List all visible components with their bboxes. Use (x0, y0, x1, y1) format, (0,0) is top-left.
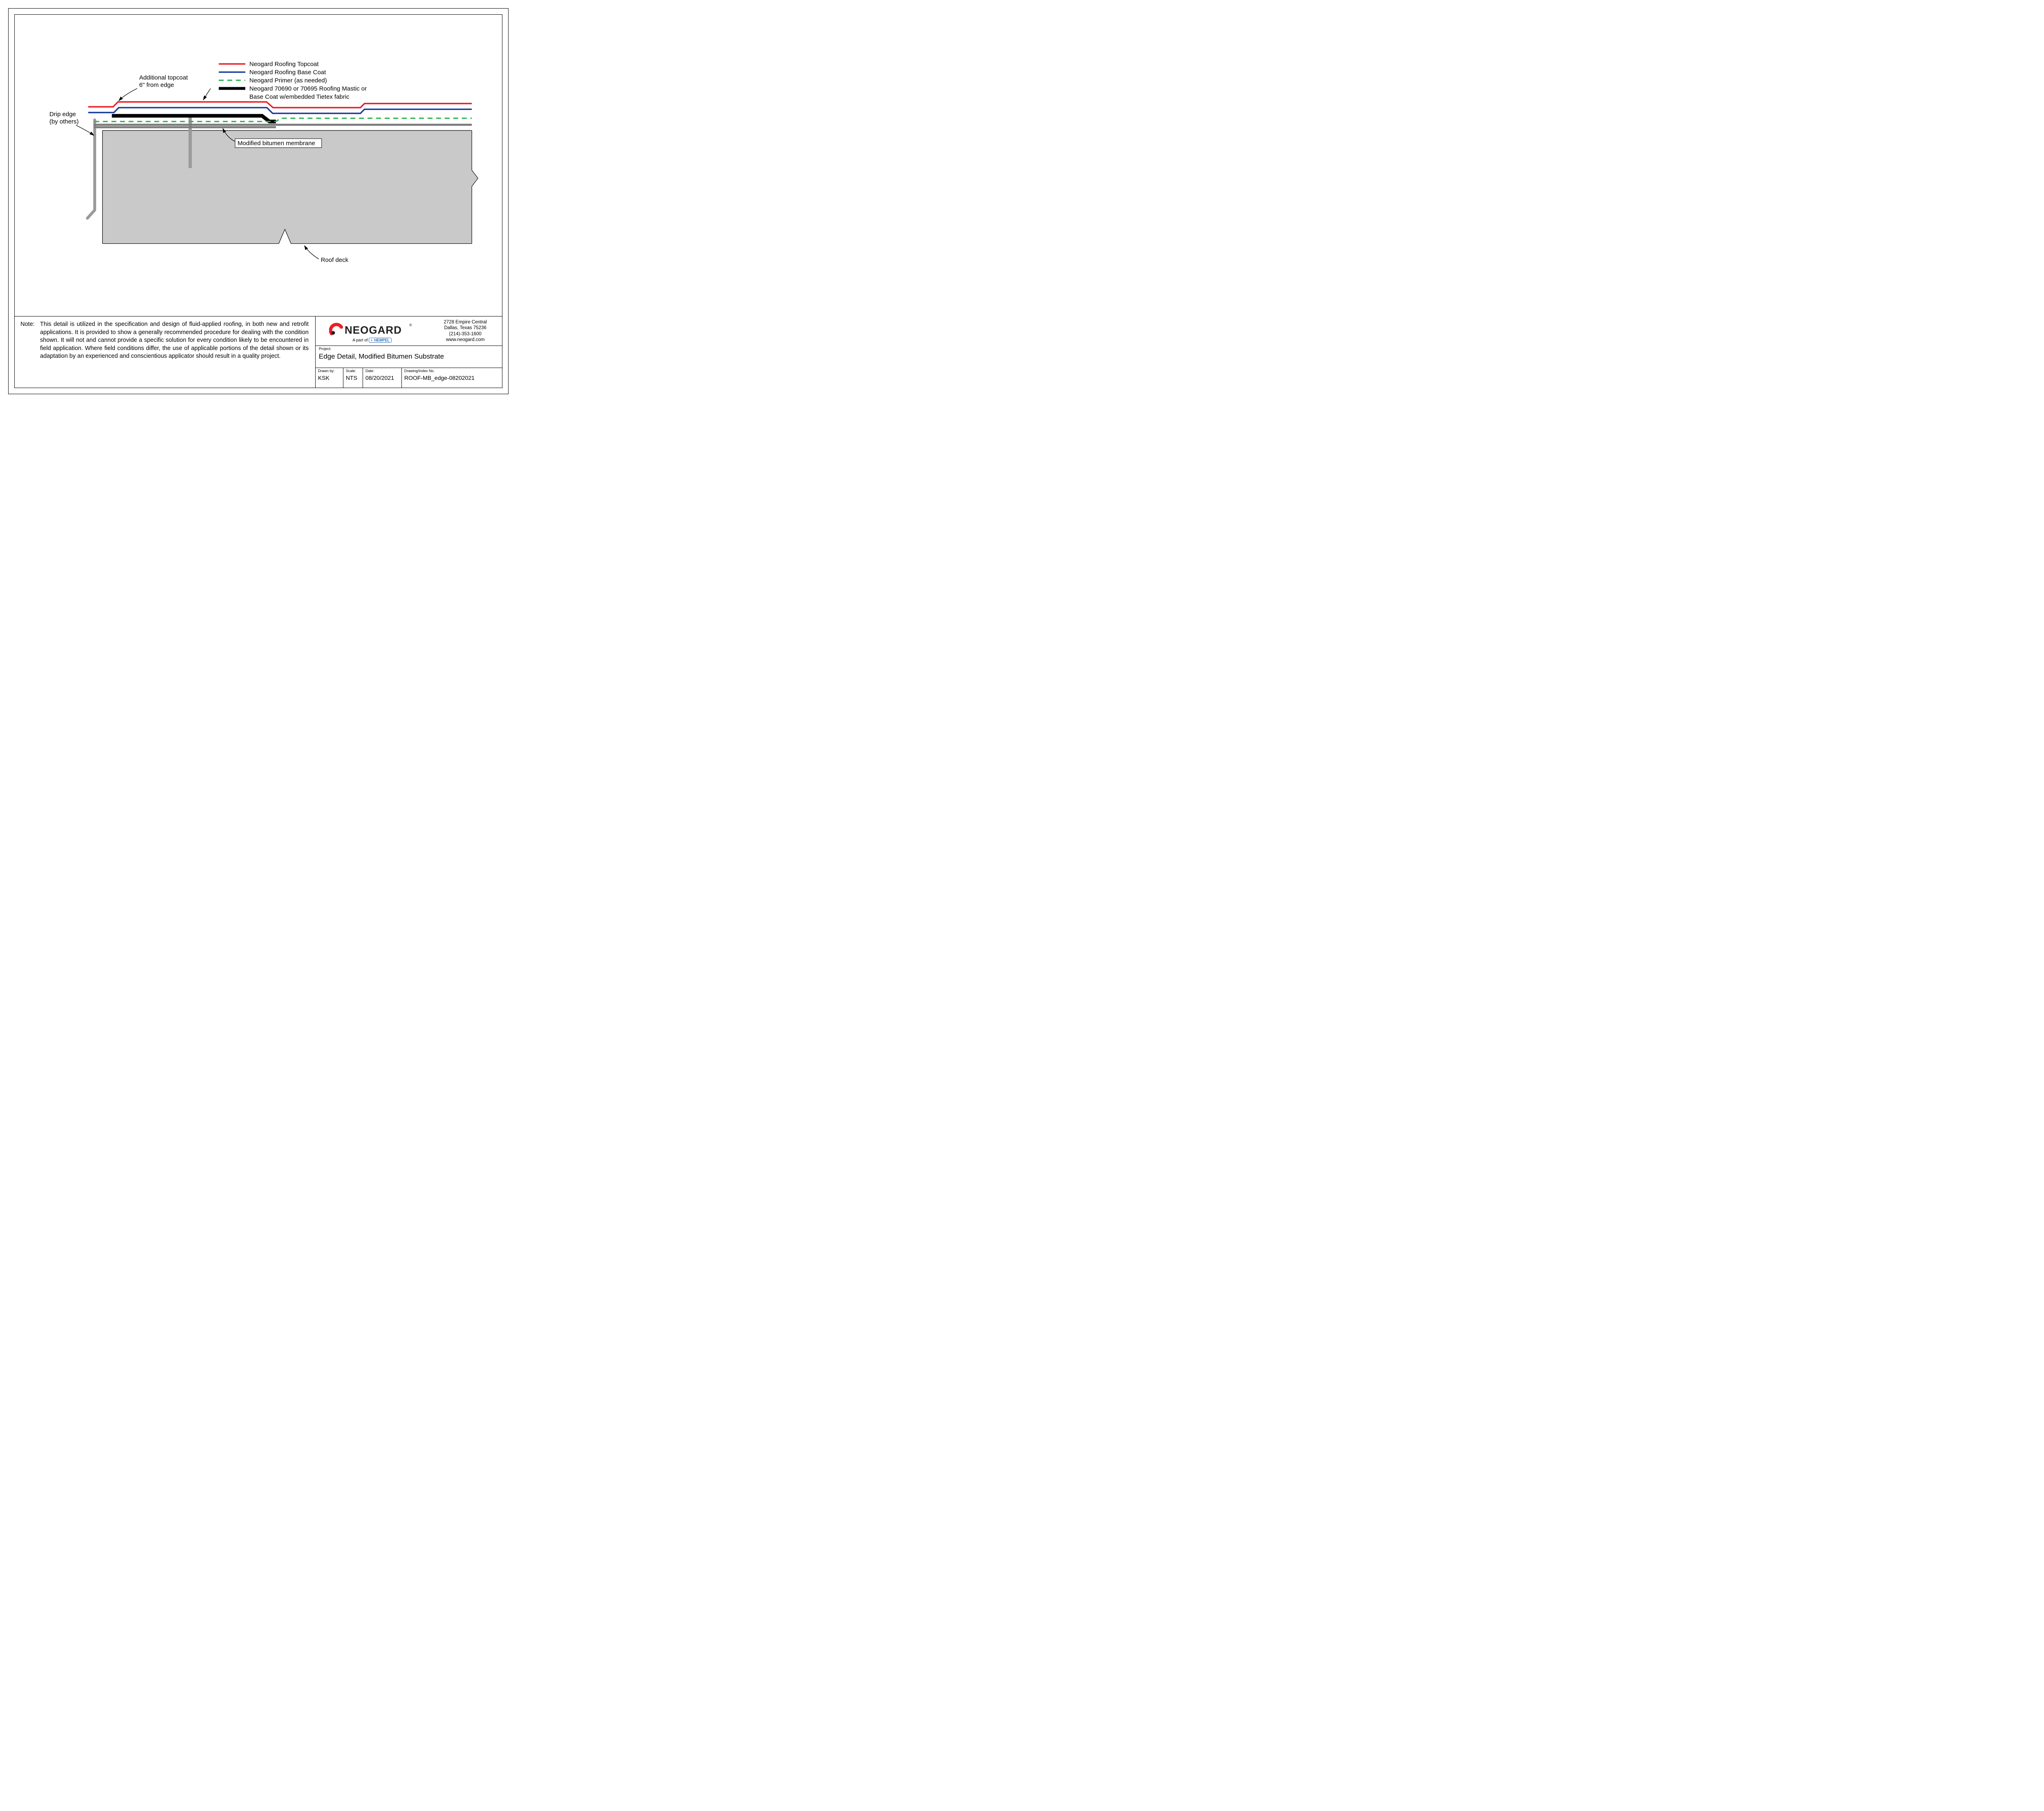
legend: Neogard Roofing Topcoat Neogard Roofing B… (219, 61, 367, 100)
logo-cell: NEOGARD ® A part of ◐ HEMPEL (316, 316, 428, 346)
scale-value: NTS (346, 373, 360, 381)
drawing-area: Neogard Roofing Topcoat Neogard Roofing B… (15, 15, 502, 309)
bottom-row: Drawn by: KSK Scale: NTS Date: 08/20/202… (316, 368, 502, 388)
index-value: ROOF-MB_edge-08202021 (404, 373, 500, 381)
deck-break-right (472, 130, 478, 244)
titleblock-right: NEOGARD ® A part of ◐ HEMPEL 2728 Empire… (315, 316, 502, 388)
date-value: 08/20/2021 (365, 373, 399, 381)
scale-label: Scale: (346, 369, 360, 373)
index-cell: Drawing/Index No. ROOF-MB_edge-08202021 (402, 368, 502, 388)
addr2: Dallas, Texas 75236 (431, 325, 500, 331)
leader-legend-to-layers (203, 88, 211, 100)
note-column: Note: This detail is utilized in the spe… (15, 316, 315, 388)
leader-roof-deck (305, 246, 319, 259)
leader-drip-edge (76, 125, 94, 135)
basecoat-layer (88, 108, 472, 113)
svg-text:Neogard Primer (as needed): Neogard Primer (as needed) (249, 77, 327, 84)
web: www.neogard.com (431, 337, 500, 343)
phone: (214)-353-1600 (431, 331, 500, 337)
addr1: 2728 Empire Central (431, 319, 500, 325)
date-cell: Date: 08/20/2021 (363, 368, 402, 388)
drip-edge (87, 120, 95, 218)
note-label: Note: (20, 321, 38, 329)
note-text: This detail is utilized in the specifica… (40, 321, 309, 361)
mastic-layer (112, 116, 276, 121)
reg-mark: ® (409, 323, 412, 327)
drawn-value: KSK (318, 373, 341, 381)
drawn-label: Drawn by: (318, 369, 341, 373)
primer-layer (94, 118, 472, 121)
callout-additional-topcoat-l1: Additional topcoat (139, 74, 188, 81)
svg-text:Neogard Roofing Topcoat: Neogard Roofing Topcoat (249, 61, 319, 67)
project-row: Project: Edge Detail, Modified Bitumen S… (316, 346, 502, 368)
logo-text: NEOGARD (345, 324, 402, 336)
callout-drip-edge-l1: Drip edge (49, 111, 76, 118)
callout-membrane: Modified bitumen membrane (238, 140, 315, 147)
date-label: Date: (365, 369, 399, 373)
logo-subline: A part of ◐ HEMPEL (352, 338, 392, 343)
hempel-text: HEMPEL (374, 338, 390, 342)
svg-text:Neogard 70690 or 70695 Roofing: Neogard 70690 or 70695 Roofing Mastic or (249, 85, 367, 92)
topcoat-layer (88, 102, 472, 108)
leader-additional-topcoat (119, 88, 137, 101)
callout-drip-edge-l2: (by others) (49, 118, 79, 125)
diagram-svg: Neogard Roofing Topcoat Neogard Roofing B… (15, 15, 502, 309)
title-block: Note: This detail is utilized in the spe… (15, 316, 502, 388)
scale-cell: Scale: NTS (343, 368, 363, 388)
neogard-logo: NEOGARD ® (329, 321, 415, 339)
logo-sub-prefix: A part of (352, 338, 368, 343)
project-label: Project: (319, 347, 499, 351)
logo-row: NEOGARD ® A part of ◐ HEMPEL 2728 Empire… (316, 316, 502, 346)
drawing-sheet: Neogard Roofing Topcoat Neogard Roofing B… (8, 8, 509, 394)
callout-roof-deck: Roof deck (321, 257, 349, 264)
callout-additional-topcoat-l2: 6" from edge (139, 81, 174, 88)
project-value: Edge Detail, Modified Bitumen Substrate (319, 351, 499, 361)
svg-text:Neogard Roofing Base Coat: Neogard Roofing Base Coat (249, 69, 326, 76)
svg-text:Base Coat w/embedded Tietex fa: Base Coat w/embedded Tietex fabric (249, 93, 350, 100)
drawn-cell: Drawn by: KSK (316, 368, 343, 388)
index-label: Drawing/Index No. (404, 369, 500, 373)
address-cell: 2728 Empire Central Dallas, Texas 75236 … (428, 316, 502, 346)
hempel-badge: ◐ HEMPEL (369, 338, 391, 343)
